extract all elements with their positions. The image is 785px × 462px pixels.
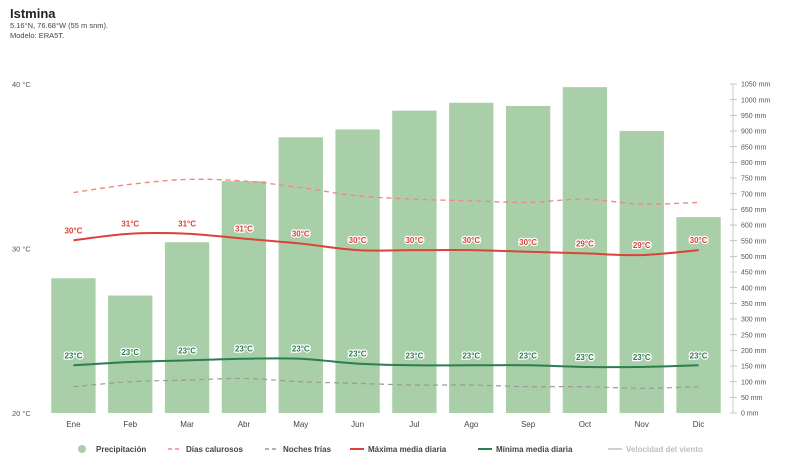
precipitation-bars xyxy=(51,87,721,414)
precipitation-bar xyxy=(619,131,664,413)
precipitation-bar xyxy=(221,181,267,413)
legend-label: Velocidad del viento xyxy=(626,445,703,454)
right-tick-label: 250 mm xyxy=(741,332,766,339)
right-tick-label: 850 mm xyxy=(741,144,766,151)
min-temp-label: 23°C xyxy=(690,351,708,360)
max-temp-line xyxy=(73,231,699,257)
x-tick-label: May xyxy=(293,420,308,429)
max-temp-label: 30°C xyxy=(519,238,537,247)
x-tick-label: Feb xyxy=(123,420,137,429)
series-lines xyxy=(73,178,699,389)
data-labels: 30°C 31°C 31°C 31°C 30°C 30°C 30°C 30°C 30°C 29°C… xyxy=(63,218,709,363)
right-tick-label: 950 mm xyxy=(741,113,766,120)
precipitation-bar xyxy=(164,242,210,413)
right-tick-label: 900 mm xyxy=(741,129,766,136)
max-temp-label: 30°C xyxy=(292,230,310,239)
precipitation-bar xyxy=(562,87,608,413)
right-tick-label: 350 mm xyxy=(741,301,766,308)
legend-label: Noches frías xyxy=(283,445,332,454)
hot-days-line xyxy=(73,178,699,205)
right-tick-label: 50 mm xyxy=(741,395,763,402)
max-temp-label: 31°C xyxy=(235,225,253,234)
right-tick-label: 450 mm xyxy=(741,270,766,277)
precipitation-bar xyxy=(392,110,437,413)
min-temp-label: 23°C xyxy=(405,351,423,360)
x-tick-label: Jun xyxy=(351,420,364,429)
legend-label: Días calurosos xyxy=(186,445,243,454)
legend-label: Máxima media diaria xyxy=(368,445,447,454)
precipitation-bar xyxy=(51,278,96,413)
right-axis: 1050 mm 1000 mm 950 mm 900 mm 850 mm 800 mm 75… xyxy=(730,82,770,418)
max-temp-label: 30°C xyxy=(690,236,708,245)
x-tick-label: Dic xyxy=(693,420,705,429)
min-temp-label: 23°C xyxy=(292,345,310,354)
min-temp-label: 23°C xyxy=(121,348,139,357)
min-temp-label: 23°C xyxy=(633,353,651,362)
max-temp-label: 31°C xyxy=(178,220,196,229)
x-tick-label: Ago xyxy=(464,420,479,429)
location-coords: 5.16°N, 76.68°W (55 m snm). xyxy=(10,21,109,30)
x-tick-label: Oct xyxy=(579,420,592,429)
right-tick-label: 100 mm xyxy=(741,379,766,386)
cold-nights-line xyxy=(73,377,699,389)
x-tick-label: Ene xyxy=(66,420,81,429)
legend-label: Mínima media diaria xyxy=(496,445,573,454)
legend-swatch-precipitation xyxy=(78,445,86,453)
right-tick-label: 700 mm xyxy=(741,191,766,198)
min-temp-label: 23°C xyxy=(235,345,253,354)
min-temp-label: 23°C xyxy=(462,351,480,360)
right-tick-label: 600 mm xyxy=(741,223,766,230)
max-temp-label: 30°C xyxy=(462,236,480,245)
left-tick-label: 20 °C xyxy=(12,409,31,418)
right-tick-label: 750 mm xyxy=(741,176,766,183)
min-temp-line xyxy=(73,357,699,369)
legend-label: Precipitación xyxy=(96,445,146,454)
min-temp-label: 23°C xyxy=(349,350,367,359)
max-temp-label: 29°C xyxy=(633,241,651,250)
right-tick-label: 1000 mm xyxy=(741,97,770,104)
right-tick-label: 0 mm xyxy=(741,411,759,418)
x-tick-label: Abr xyxy=(238,420,251,429)
model-label: Modelo: ERA5T. xyxy=(10,30,65,40)
precipitation-bar xyxy=(278,137,323,413)
right-tick-label: 400 mm xyxy=(741,285,766,292)
x-axis: Ene Feb Mar Abr May Jun Jul Ago Sep Oct Nov Dic xyxy=(66,420,704,429)
precipitation-bar xyxy=(335,129,380,413)
precipitation-bar xyxy=(505,105,551,413)
min-temp-label: 23°C xyxy=(178,346,196,355)
max-temp-label: 30°C xyxy=(64,226,82,235)
min-temp-label: 23°C xyxy=(519,351,537,360)
left-axis: 40 °C 30 °C 20 °C xyxy=(12,80,31,418)
left-tick-label: 30 °C xyxy=(12,245,31,254)
left-tick-label: 40 °C xyxy=(12,80,31,89)
right-tick-label: 500 mm xyxy=(741,254,766,261)
right-tick-label: 300 mm xyxy=(741,317,766,324)
min-temp-label: 23°C xyxy=(576,353,594,362)
precipitation-bar xyxy=(108,295,153,413)
x-tick-label: Nov xyxy=(635,420,649,429)
right-tick-label: 650 mm xyxy=(741,207,766,214)
page-title: Istmina xyxy=(10,6,56,21)
x-tick-label: Sep xyxy=(521,420,536,429)
right-tick-label: 200 mm xyxy=(741,348,766,355)
precipitation-bar xyxy=(449,102,494,414)
precipitation-bar xyxy=(676,217,721,413)
max-temp-label: 30°C xyxy=(349,236,367,245)
max-temp-label: 31°C xyxy=(121,220,139,229)
x-tick-label: Jul xyxy=(409,420,419,429)
x-tick-label: Mar xyxy=(180,420,194,429)
max-temp-label: 29°C xyxy=(576,239,594,248)
right-tick-label: 150 mm xyxy=(741,364,766,371)
min-temp-label: 23°C xyxy=(64,351,82,360)
right-tick-label: 800 mm xyxy=(741,160,766,167)
chart-header: Istmina 5.16°N, 76.68°W (55 m snm). Mode… xyxy=(10,6,108,40)
legend[interactable]: Precipitación Días calurosos Noches frías M… xyxy=(78,445,703,454)
right-tick-label: 1050 mm xyxy=(741,82,770,89)
right-tick-label: 550 mm xyxy=(741,238,766,245)
max-temp-label: 30°C xyxy=(405,236,423,245)
